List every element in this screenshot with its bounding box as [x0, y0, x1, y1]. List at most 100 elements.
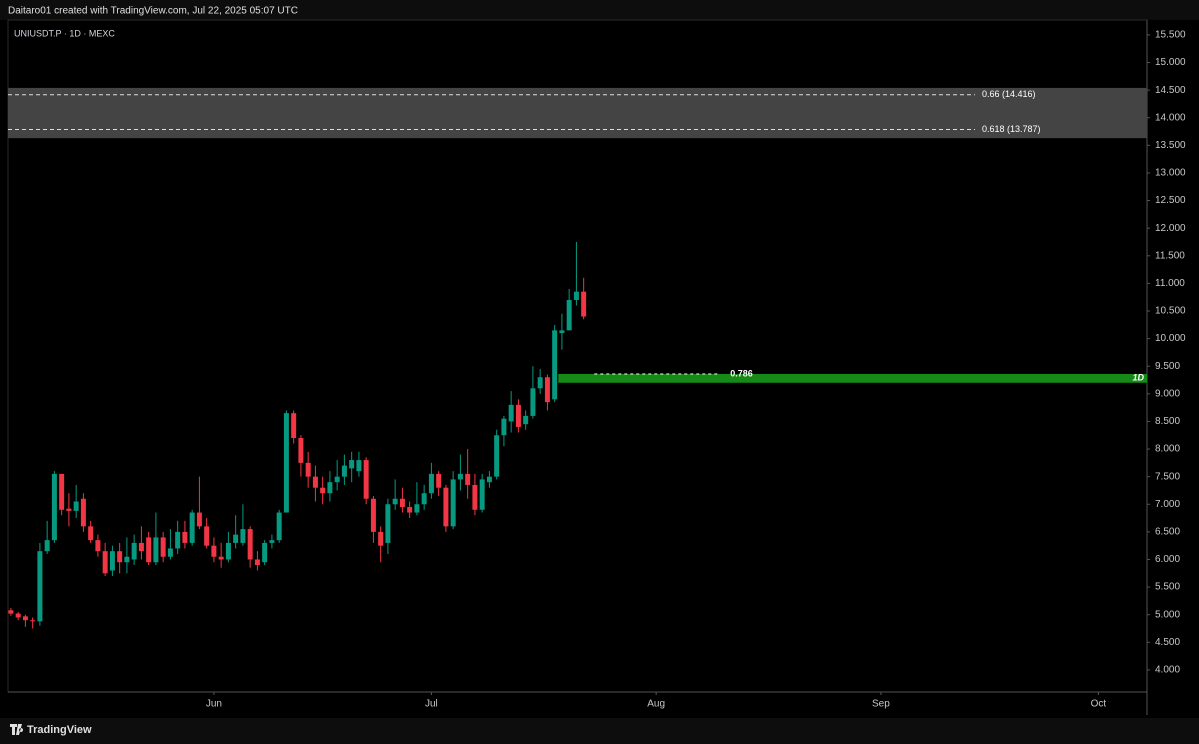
candle-body [305, 462, 311, 477]
y-tick-label: 9.500 [1155, 361, 1180, 372]
x-tick-label: Aug [647, 699, 665, 710]
candle-body [22, 616, 28, 621]
candle-body [515, 404, 521, 427]
candle-body [262, 542, 268, 563]
header-bar [0, 0, 1199, 20]
y-tick-label: 4.000 [1155, 665, 1180, 676]
y-tick-label: 15.000 [1155, 57, 1186, 68]
candle-body [59, 473, 65, 510]
candle-body [312, 476, 318, 488]
candle-body [196, 512, 202, 527]
x-tick-label: Jul [425, 699, 438, 710]
y-tick-label: 14.500 [1155, 85, 1186, 96]
candle-body [544, 377, 550, 403]
fib-level-label: 0.66 (14.416) [982, 89, 1036, 99]
fib-band-label: 0.786 [730, 368, 753, 378]
y-tick-label: 7.000 [1155, 499, 1180, 510]
candle-body [465, 473, 471, 485]
y-tick-label: 13.500 [1155, 140, 1186, 151]
y-tick-label: 5.500 [1155, 582, 1180, 593]
candle-body [225, 542, 231, 560]
candle-body [153, 537, 159, 563]
candle-body [95, 540, 101, 552]
y-tick-label: 9.000 [1155, 388, 1180, 399]
candle-body [218, 556, 224, 560]
candle-body [537, 377, 543, 389]
candle-body [175, 531, 181, 549]
fib-zone [8, 87, 1147, 139]
candle-body [508, 404, 514, 422]
candle-body [80, 498, 86, 527]
candle-body [15, 613, 21, 618]
candle-body [486, 476, 492, 483]
candle-body [117, 551, 123, 563]
candle-body [327, 482, 333, 494]
fib-band [558, 373, 1147, 383]
footer-text: TradingView [27, 724, 92, 736]
y-tick-label: 12.000 [1155, 223, 1186, 234]
candle-body [88, 526, 94, 541]
candle-body [392, 498, 398, 505]
candle-body [494, 435, 500, 477]
candle-body [30, 620, 36, 622]
y-tick-label: 5.000 [1155, 609, 1180, 620]
candle-body [523, 415, 529, 425]
y-tick-label: 12.500 [1155, 195, 1186, 206]
candle-body [44, 540, 50, 552]
candle-body [356, 460, 362, 472]
candle-body [109, 551, 115, 571]
y-tick-label: 7.500 [1155, 471, 1180, 482]
candle-body [211, 545, 217, 557]
candle-body [204, 526, 210, 546]
candle-body [457, 473, 463, 480]
y-tick-label: 11.500 [1155, 250, 1185, 261]
x-tick-label: Jun [206, 699, 222, 710]
candle-body [552, 330, 558, 400]
candle-body [233, 534, 239, 543]
candle-body [421, 493, 427, 505]
candle-body [240, 529, 246, 543]
candle-body [131, 542, 137, 560]
y-tick-label: 14.000 [1155, 112, 1186, 123]
candle-body [160, 537, 166, 557]
candle-body [276, 512, 282, 541]
header-text: Daitaro01 created with TradingView.com, … [8, 6, 298, 17]
candle-body [189, 512, 195, 543]
fib-band-tag: 1D [1132, 373, 1144, 383]
candle-body [254, 559, 260, 565]
candle-body [428, 473, 434, 494]
candle-body [298, 437, 304, 463]
y-tick-label: 8.500 [1155, 416, 1180, 427]
candle-body [399, 498, 405, 508]
candle-body [436, 473, 442, 488]
candle-body [102, 551, 108, 574]
y-tick-label: 11.000 [1155, 278, 1185, 289]
y-tick-label: 8.000 [1155, 444, 1180, 455]
candle-body [167, 548, 173, 557]
candle-body [51, 473, 57, 541]
candle-body [378, 531, 384, 546]
candle-body [349, 460, 355, 469]
y-tick-label: 10.500 [1155, 306, 1186, 317]
candle-body [443, 487, 449, 527]
fib-level-label: 0.618 (13.787) [982, 124, 1041, 134]
candle-body [370, 498, 376, 532]
candle-body [414, 504, 420, 513]
y-tick-label: 10.000 [1155, 333, 1186, 344]
candle-body [363, 460, 369, 499]
candle-body [146, 537, 152, 563]
x-tick-label: Oct [1091, 699, 1107, 710]
x-tick-label: Sep [872, 699, 890, 710]
candle-body [182, 531, 188, 543]
candle-body [501, 418, 507, 436]
footer-bar [0, 718, 1199, 744]
candle-body [138, 542, 144, 552]
y-tick-label: 6.500 [1155, 527, 1180, 538]
candle-body [566, 299, 572, 331]
candle-body [283, 413, 289, 513]
candle-body [320, 487, 326, 494]
candle-body [269, 540, 275, 543]
logo-icon [10, 724, 24, 735]
